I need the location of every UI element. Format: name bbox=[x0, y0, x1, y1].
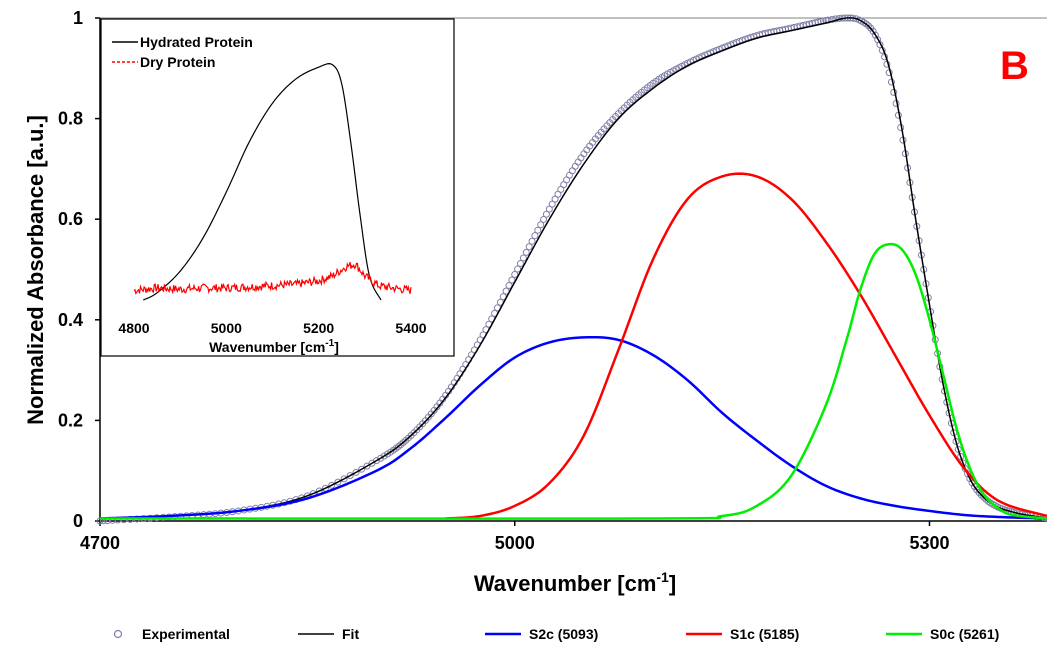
legend-label: S2c (5093) bbox=[529, 626, 598, 642]
experimental-point bbox=[525, 243, 533, 251]
x-axis-title-end: ] bbox=[669, 571, 676, 596]
legend: Experimental Fit S2c (5093) S1c (5185) S0c (… bbox=[113, 626, 999, 642]
y-tick-label: 0.4 bbox=[58, 310, 83, 330]
experimental-point bbox=[505, 282, 513, 290]
experimental-point bbox=[954, 445, 962, 453]
legend-label: S0c (5261) bbox=[930, 626, 999, 642]
experimental-point bbox=[514, 265, 522, 273]
experimental-point bbox=[862, 20, 870, 28]
experimental-point bbox=[522, 248, 530, 256]
experimental-point bbox=[511, 271, 519, 279]
legend-label: S1c (5185) bbox=[730, 626, 799, 642]
y-tick-label: 0.2 bbox=[58, 410, 83, 430]
inset-x-axis-title-main: Wavenumber [cm bbox=[209, 339, 325, 355]
experimental-point bbox=[571, 162, 579, 170]
experimental-point bbox=[864, 22, 872, 30]
legend-label: Fit bbox=[342, 626, 359, 642]
y-tick-label: 0 bbox=[73, 511, 83, 531]
experimental-point bbox=[957, 453, 965, 461]
inset-series-line-1 bbox=[133, 261, 412, 295]
inset-x-axis-title-end: ] bbox=[334, 339, 339, 355]
experimental-point bbox=[352, 468, 360, 476]
inset-legend-label-dry: Dry Protein bbox=[140, 54, 215, 70]
inset-series-line-0 bbox=[142, 63, 382, 301]
inset-x-axis-title: Wavenumber [cm-1] bbox=[209, 338, 339, 355]
experimental-point bbox=[340, 475, 348, 483]
inset-frame bbox=[100, 18, 455, 357]
series-group bbox=[96, 14, 1047, 525]
experimental-point bbox=[519, 254, 527, 262]
inset-x-tick-label: 5000 bbox=[211, 320, 242, 336]
experimental-point bbox=[328, 481, 336, 489]
inset-x-tick-label: 5200 bbox=[303, 320, 334, 336]
y-tick-label: 1 bbox=[73, 8, 83, 28]
panel-label: B bbox=[1000, 44, 1029, 88]
y-tick-label: 0.6 bbox=[58, 209, 83, 229]
experimental-point bbox=[537, 221, 545, 229]
y-axis-title: Normalized Absorbance [a.u.] bbox=[23, 115, 48, 425]
experimental-point bbox=[952, 437, 960, 445]
experimental-point bbox=[568, 167, 576, 175]
experimental-point bbox=[334, 478, 342, 486]
legend-label: Experimental bbox=[142, 626, 230, 642]
inset-legend-label-hydrated: Hydrated Protein bbox=[140, 34, 253, 50]
experimental-point bbox=[540, 215, 548, 223]
experimental-point bbox=[508, 276, 516, 284]
series-line-3 bbox=[445, 172, 1047, 520]
experimental-point bbox=[517, 260, 524, 268]
x-ticks: 4700 5000 5300 bbox=[80, 521, 950, 553]
x-tick-label: 5000 bbox=[495, 533, 535, 553]
x-axis-title: Wavenumber [cm-1] bbox=[474, 569, 676, 596]
experimental-point bbox=[574, 158, 582, 166]
x-axis-title-sup: -1 bbox=[656, 569, 669, 585]
x-axis-title-main: Wavenumber [cm bbox=[474, 571, 657, 596]
experimental-point bbox=[346, 472, 354, 480]
series-line-2 bbox=[99, 335, 1047, 520]
inset-x-axis-title-sup: -1 bbox=[325, 338, 334, 349]
inset-x-tick-label: 5400 bbox=[395, 320, 426, 336]
x-tick-label: 5300 bbox=[909, 533, 949, 553]
experimental-point bbox=[542, 210, 550, 218]
inset-x-ticks: 4800 5000 5200 5400 bbox=[118, 320, 426, 336]
experimental-point bbox=[528, 237, 536, 245]
y-ticks: 0 0.2 0.4 0.6 0.8 1 bbox=[58, 8, 100, 531]
inset-x-tick-label: 4800 bbox=[118, 320, 149, 336]
experimental-point bbox=[531, 232, 539, 240]
legend-symbol-experimental bbox=[113, 629, 123, 639]
experimental-point bbox=[534, 226, 542, 234]
main-plot: 0 0.2 0.4 0.6 0.8 1 4700 5000 5300 bbox=[58, 8, 1047, 553]
experimental-point bbox=[377, 454, 385, 462]
experimental-point bbox=[358, 465, 366, 473]
inset-legend: Hydrated Protein Dry Protein bbox=[112, 34, 253, 70]
experimental-point bbox=[828, 15, 836, 23]
y-tick-label: 0.8 bbox=[58, 109, 83, 129]
inset-series-group bbox=[133, 63, 412, 301]
inset-chart: 4800 5000 5200 5400 Wavenumber [cm-1] Hydra… bbox=[100, 18, 455, 357]
experimental-point bbox=[545, 205, 553, 213]
experimental-point bbox=[869, 27, 877, 35]
x-tick-label: 4700 bbox=[80, 533, 120, 553]
series-line-4 bbox=[99, 242, 1047, 520]
